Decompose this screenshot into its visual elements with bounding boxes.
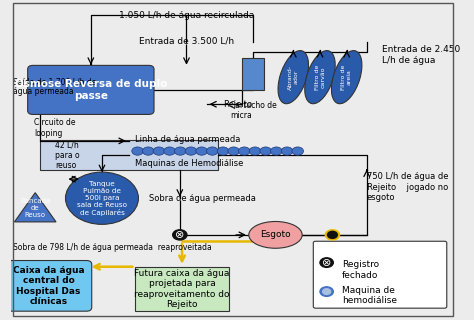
Circle shape — [323, 289, 331, 294]
Circle shape — [238, 147, 250, 155]
Text: Entrada de 2.450
L/h de água: Entrada de 2.450 L/h de água — [382, 45, 461, 65]
Circle shape — [249, 147, 261, 155]
Text: Filtro de
areia: Filtro de areia — [341, 64, 352, 90]
Circle shape — [320, 258, 333, 268]
Circle shape — [164, 147, 175, 155]
Circle shape — [328, 231, 337, 238]
Circle shape — [143, 147, 154, 155]
Text: Entrada de 3.500 L/h: Entrada de 3.500 L/h — [139, 36, 234, 45]
Circle shape — [260, 147, 272, 155]
Text: Abrand-
ador: Abrand- ador — [288, 65, 299, 90]
Text: Registro
fechado: Registro fechado — [342, 260, 379, 280]
Circle shape — [292, 147, 303, 155]
FancyBboxPatch shape — [5, 260, 92, 311]
Text: Filtro de
carvão: Filtro de carvão — [315, 64, 325, 90]
Text: Circuito de
looping: Circuito de looping — [35, 118, 76, 138]
Text: ⊗: ⊗ — [175, 230, 184, 240]
Text: Bancada
de
Reuso: Bancada de Reuso — [20, 198, 50, 218]
Circle shape — [281, 147, 293, 155]
Text: Cartucho de
micra: Cartucho de micra — [230, 101, 277, 120]
FancyBboxPatch shape — [313, 241, 447, 308]
Circle shape — [173, 230, 187, 240]
Ellipse shape — [305, 51, 335, 104]
Polygon shape — [14, 193, 56, 222]
Bar — [40, 140, 218, 170]
Circle shape — [271, 147, 282, 155]
Ellipse shape — [331, 51, 362, 104]
FancyBboxPatch shape — [27, 65, 154, 115]
Text: 1.050 L/h de água recirculada: 1.050 L/h de água recirculada — [119, 11, 254, 20]
Text: Linha de água permeada: Linha de água permeada — [136, 135, 241, 144]
Text: ⊗: ⊗ — [322, 258, 331, 268]
Text: Maquina de
hemodiálise: Maquina de hemodiálise — [342, 286, 397, 305]
Bar — [242, 58, 264, 90]
Text: Maquinas de Hemodiálise: Maquinas de Hemodiálise — [136, 159, 244, 168]
Text: Caixa da água
central do
Hospital Das
clínicas: Caixa da água central do Hospital Das cl… — [13, 266, 84, 306]
Text: 42 L/h
para o
reuso: 42 L/h para o reuso — [55, 140, 80, 170]
Circle shape — [153, 147, 164, 155]
Text: Sobra de água permeada: Sobra de água permeada — [149, 194, 255, 203]
Text: Esgoto: Esgoto — [260, 230, 291, 239]
Ellipse shape — [278, 51, 309, 104]
Text: Osmose Reversa de duplo
passe: Osmose Reversa de duplo passe — [15, 79, 167, 101]
Text: Saída de 1.700 L/h de
água permeada: Saída de 1.700 L/h de água permeada — [13, 77, 96, 96]
Text: Rejeito: Rejeito — [223, 100, 252, 109]
Circle shape — [196, 147, 208, 155]
Text: Tanque
Pulmão de
500l para
sala de Reuso
de Capilarés: Tanque Pulmão de 500l para sala de Reuso… — [77, 180, 127, 216]
Text: Sobra de 798 L/h de água permeada  reaproveitada: Sobra de 798 L/h de água permeada reapro… — [13, 243, 212, 252]
Circle shape — [174, 147, 186, 155]
Circle shape — [320, 287, 333, 296]
Circle shape — [228, 147, 239, 155]
Circle shape — [132, 147, 143, 155]
Circle shape — [325, 230, 339, 240]
Circle shape — [217, 147, 229, 155]
Circle shape — [185, 147, 197, 155]
Circle shape — [207, 147, 218, 155]
Text: Futura caixa da água
projetada para
reaproveitamento do
Rejeito: Futura caixa da água projetada para reap… — [134, 269, 230, 309]
Circle shape — [65, 172, 138, 224]
Text: 750 L/h de água de
Rejeito    jogado no
esgoto: 750 L/h de água de Rejeito jogado no esg… — [367, 172, 448, 202]
Ellipse shape — [249, 221, 302, 248]
Bar — [136, 267, 229, 311]
